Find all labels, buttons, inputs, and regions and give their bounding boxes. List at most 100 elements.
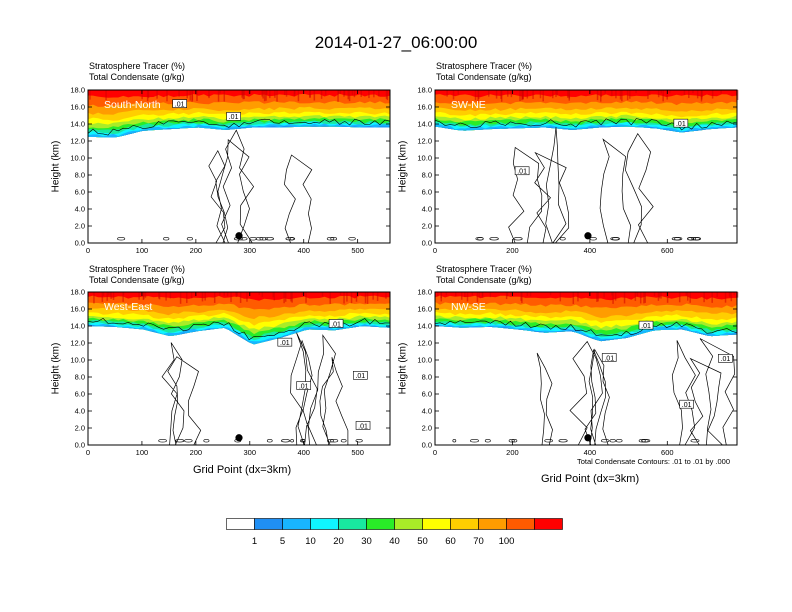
surface-contour: [641, 439, 651, 443]
tracer-texture: [329, 292, 331, 304]
tracer-texture: [733, 292, 735, 296]
tracer-texture: [239, 292, 242, 303]
tracer-texture: [261, 90, 263, 97]
surface-contour: [615, 439, 623, 443]
y-tick-label: 0.0: [422, 441, 432, 450]
surface-contour: [452, 439, 457, 443]
section-name: West-East: [104, 301, 152, 313]
panel-3-label-condensate: Total Condensate (g/kg): [89, 275, 185, 285]
tracer-texture: [612, 292, 614, 304]
panel-1-label-tracer: Stratosphere Tracer (%): [89, 61, 186, 71]
contour-label-text: .01: [721, 356, 731, 363]
tracer-texture: [634, 292, 637, 301]
surface-contour: [470, 439, 479, 443]
y-tick-label: 12.0: [70, 339, 85, 348]
tracer-texture: [692, 90, 694, 94]
tracer-texture: [596, 292, 598, 302]
tracer-texture: [619, 90, 622, 100]
tracer-texture: [219, 292, 221, 296]
tracer-band-2: [435, 324, 737, 342]
condensate-contours: [161, 332, 349, 446]
tracer-texture: [526, 292, 529, 296]
tracer-texture: [189, 90, 192, 101]
tracer-texture: [657, 90, 660, 98]
y-tick-label: 18.0: [417, 288, 432, 297]
tracer-texture: [283, 292, 285, 304]
location-marker: [235, 434, 243, 442]
surface-contour: [290, 439, 294, 443]
contour-label-box: [679, 399, 694, 409]
tracer-texture: [262, 90, 264, 99]
y-tick-label: 10.0: [70, 356, 85, 365]
section-name: South-North: [104, 99, 161, 111]
contour-label: .01: [226, 112, 241, 121]
tracer-texture: [478, 90, 480, 100]
colorbar-swatch: [310, 518, 339, 530]
tracer-texture: [276, 90, 278, 102]
contour-label-text: .01: [641, 323, 651, 330]
tracer-texture: [440, 292, 442, 302]
tracer-texture: [343, 292, 345, 304]
location-marker: [584, 232, 592, 240]
condensate-contours: [208, 129, 313, 244]
x-tick-label: 0: [86, 246, 90, 255]
tracer-texture: [138, 292, 140, 300]
tracer-texture: [294, 90, 296, 95]
figure-title: 2014-01-27_06:00:00: [314, 33, 478, 52]
tracer-texture: [506, 90, 509, 97]
tracer-texture: [596, 90, 599, 101]
tracer-texture: [386, 90, 389, 101]
tracer-texture: [285, 90, 288, 97]
tracer-texture: [261, 292, 264, 297]
y-tick-label: 2.0: [75, 424, 85, 433]
plot-frame: [87, 291, 391, 446]
x-tick-label: 100: [136, 448, 149, 457]
tracer-texture: [471, 292, 474, 296]
y-tick-label: 14.0: [417, 120, 432, 129]
tracer-texture: [506, 292, 509, 297]
surface-contour: [511, 439, 518, 443]
y-tick-label: 10.0: [70, 154, 85, 163]
surface-contour: [589, 237, 597, 241]
tracer-texture: [109, 292, 112, 296]
contour-label-text: .01: [358, 423, 368, 430]
tracer-texture: [313, 90, 316, 101]
contour-label-box: [718, 354, 733, 363]
surface-contour: [117, 237, 126, 241]
tracer-texture: [364, 292, 367, 304]
tracer-texture: [521, 292, 523, 303]
colorbar-swatch: [450, 518, 479, 530]
y-tick-label: 14.0: [417, 322, 432, 331]
contour-label-box: [277, 337, 293, 347]
tracer-texture: [89, 90, 91, 100]
surface-contour: [326, 237, 335, 241]
tracer-texture: [662, 90, 664, 102]
tracer-texture: [505, 292, 508, 300]
tracer-texture: [178, 90, 180, 97]
tracer-texture: [107, 292, 110, 296]
y-tick-label: 8.0: [75, 373, 85, 382]
tracer-texture: [452, 90, 455, 100]
tracer-texture: [600, 90, 602, 102]
tracer-texture: [696, 90, 699, 99]
surface-contour: [508, 439, 515, 443]
tracer-texture: [703, 292, 705, 303]
location-marker: [584, 434, 592, 442]
y-tick-label: 16.0: [417, 305, 432, 314]
colorbar-label: 70: [473, 536, 484, 547]
contour-label-text: .01: [299, 383, 309, 390]
x-tick-label: 400: [297, 448, 310, 457]
contour-label-box: [296, 381, 312, 390]
tracer-texture: [644, 292, 647, 303]
tracer-texture: [711, 292, 713, 303]
colorbar-label: 1: [252, 536, 257, 547]
y-tick-label: 16.0: [417, 103, 432, 112]
tracer-texture: [110, 292, 112, 299]
surface-contour: [264, 237, 275, 241]
panel-3-plot: .01 .01 .01 .01 .01 West-East 0.0 2.0 4.0 6.0 8.0 1…: [70, 288, 391, 457]
tracer-texture: [373, 90, 375, 98]
surface-contour: [289, 237, 295, 241]
tracer-texture: [568, 90, 571, 99]
y-tick-label: 2.0: [75, 222, 85, 231]
tracer-texture: [736, 90, 739, 100]
